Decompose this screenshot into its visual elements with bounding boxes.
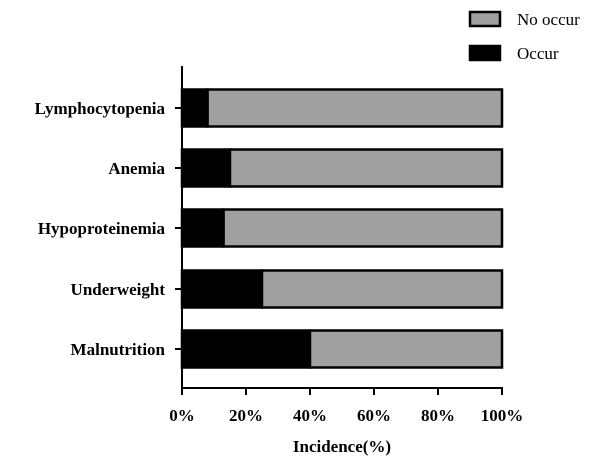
- category-label-malnutrition: Malnutrition: [71, 340, 166, 359]
- x-tick-label: 0%: [169, 406, 195, 425]
- category-labels-group: Lymphocytopenia Anemia Hypoproteinemia Unde…: [35, 99, 166, 359]
- legend-label-no-occur: No occur: [517, 10, 580, 29]
- bar-no-occur-underweight: [260, 269, 504, 309]
- category-label-lymphocytopenia: Lymphocytopenia: [35, 99, 166, 118]
- ticks-group: 0% 20% 40% 60% 80% 100%: [169, 107, 524, 425]
- bar-no-occur-hypoproteinemia: [222, 208, 504, 248]
- bar-no-occur-anemia: [228, 148, 504, 188]
- x-tick-label: 100%: [481, 406, 524, 425]
- bar-occur-lymphocytopenia: [180, 88, 209, 128]
- bar-no-occur-malnutrition: [308, 329, 504, 369]
- bar-occur-underweight: [180, 269, 264, 309]
- x-axis-title: Incidence(%): [293, 437, 391, 456]
- bar-occur-anemia: [180, 148, 232, 188]
- category-label-underweight: Underweight: [71, 280, 166, 299]
- category-label-anemia: Anemia: [108, 159, 165, 178]
- bars-group: [180, 88, 504, 369]
- x-tick-label: 80%: [421, 406, 455, 425]
- x-tick-label: 60%: [357, 406, 391, 425]
- bar-occur-hypoproteinemia: [180, 208, 225, 248]
- x-tick-label: 20%: [229, 406, 263, 425]
- legend-swatch-occur: [468, 44, 502, 62]
- legend-label-occur: Occur: [517, 44, 559, 63]
- legend: No occur Occur: [468, 10, 580, 63]
- bar-occur-malnutrition: [180, 329, 312, 369]
- legend-swatch-no-occur: [468, 10, 502, 28]
- x-tick-label: 40%: [293, 406, 327, 425]
- bar-no-occur-lymphocytopenia: [206, 88, 504, 128]
- category-label-hypoproteinemia: Hypoproteinemia: [38, 219, 166, 238]
